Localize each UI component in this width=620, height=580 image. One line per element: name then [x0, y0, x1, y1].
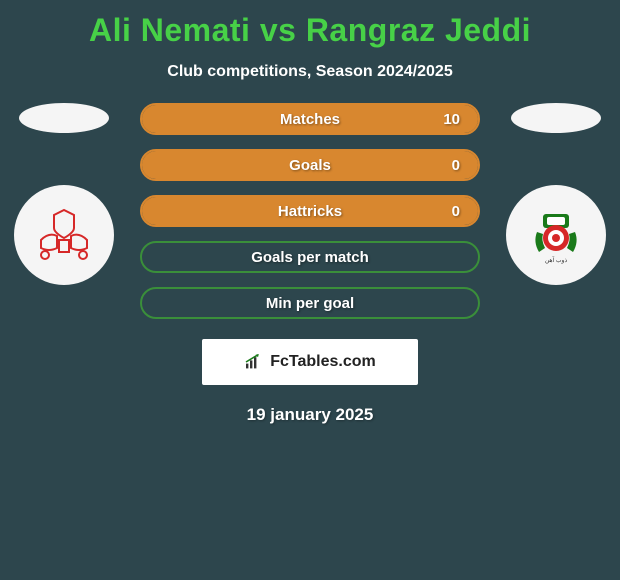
stat-bar-min-per-goal: Min per goal — [140, 287, 480, 319]
player-photo-left — [19, 103, 109, 133]
club-badge-left — [14, 185, 114, 285]
player-left — [14, 103, 114, 285]
snapshot-date: 19 january 2025 — [0, 405, 620, 425]
stat-bar-goals-per-match: Goals per match — [140, 241, 480, 273]
stat-label: Hattricks — [278, 203, 342, 220]
comparison-panel: ذوب آهن Matches 10 Goals 0 Hattricks 0 Goals p… — [0, 103, 620, 319]
persepolis-crest-icon — [29, 200, 99, 270]
logo-text: FcTables.com — [270, 353, 376, 371]
club-badge-right: ذوب آهن — [506, 185, 606, 285]
stat-bar-hattricks: Hattricks 0 — [140, 195, 480, 227]
page-title: Ali Nemati vs Rangraz Jeddi — [0, 0, 620, 49]
stat-label: Min per goal — [266, 295, 354, 312]
subtitle: Club competitions, Season 2024/2025 — [0, 63, 620, 81]
zob-ahan-crest-icon: ذوب آهن — [521, 200, 591, 270]
chart-icon — [244, 354, 264, 370]
stat-label: Matches — [280, 111, 340, 128]
stat-bar-matches: Matches 10 — [140, 103, 480, 135]
fctables-logo[interactable]: FcTables.com — [202, 339, 418, 385]
stat-label: Goals — [289, 157, 331, 174]
stat-value: 0 — [452, 203, 460, 220]
player-right: ذوب آهن — [506, 103, 606, 285]
stat-bars: Matches 10 Goals 0 Hattricks 0 Goals per match… — [140, 103, 480, 319]
stat-label: Goals per match — [251, 249, 369, 266]
stat-value: 10 — [443, 111, 460, 128]
stat-value: 0 — [452, 157, 460, 174]
svg-text:ذوب آهن: ذوب آهن — [545, 256, 568, 264]
player-photo-right — [511, 103, 601, 133]
stat-bar-goals: Goals 0 — [140, 149, 480, 181]
